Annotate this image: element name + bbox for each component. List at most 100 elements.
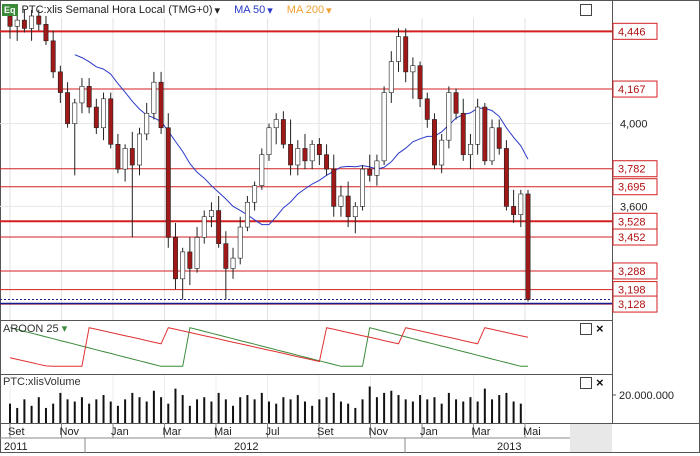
candle xyxy=(208,202,214,228)
candle-body xyxy=(525,193,531,300)
close-volume-panel-icon[interactable]: × xyxy=(596,375,604,390)
candle xyxy=(122,144,128,182)
candle-body xyxy=(266,127,272,155)
candle-body xyxy=(165,127,171,238)
candle xyxy=(338,185,344,217)
candle xyxy=(345,181,351,228)
candle-body xyxy=(388,61,394,93)
candle xyxy=(144,102,150,141)
ma200-label[interactable]: MA 200 xyxy=(286,4,325,16)
ma50-label[interactable]: MA 50 xyxy=(234,4,266,16)
candle xyxy=(331,154,337,217)
x-year-label: 2013 xyxy=(497,441,521,453)
candle-body xyxy=(50,40,56,73)
candle-body xyxy=(14,19,20,27)
candle xyxy=(86,78,92,114)
candle xyxy=(467,133,473,170)
candle-body xyxy=(345,195,351,218)
candle xyxy=(79,78,85,114)
candle-body xyxy=(424,98,430,120)
candle-body xyxy=(302,148,308,162)
chevron-down-icon[interactable]: ▾ xyxy=(267,4,273,17)
candle-body xyxy=(43,23,49,42)
candle-body xyxy=(158,81,164,129)
candle xyxy=(381,86,387,165)
candle-body xyxy=(101,98,106,129)
candle-body xyxy=(446,92,452,141)
candle xyxy=(158,71,164,134)
candle-body xyxy=(273,119,279,129)
level-label: 3,695 xyxy=(618,182,646,194)
candle xyxy=(309,140,315,170)
candle-body xyxy=(21,19,27,29)
candle xyxy=(439,133,445,174)
candle-body xyxy=(194,237,200,269)
candle xyxy=(252,181,258,211)
aroon-label-text: AROON 25 xyxy=(3,323,59,335)
candle xyxy=(496,119,502,155)
candle xyxy=(259,148,265,190)
chevron-down-icon[interactable]: ▾ xyxy=(214,4,221,17)
candle-body xyxy=(511,206,517,215)
candle-body xyxy=(496,127,502,149)
close-aroon-panel-icon[interactable]: × xyxy=(596,321,604,336)
candle xyxy=(29,9,35,41)
candle-body xyxy=(396,36,401,62)
candle-body xyxy=(144,112,150,135)
candle xyxy=(273,113,279,145)
equity-badge: Eq xyxy=(2,4,18,16)
candle-body xyxy=(403,36,409,73)
aroon-up-line xyxy=(9,327,528,367)
level-label: 3,452 xyxy=(618,232,646,244)
chevron-down-icon[interactable]: ▾ xyxy=(61,323,68,335)
candle xyxy=(115,133,121,174)
candle xyxy=(295,140,301,176)
candle-body xyxy=(439,139,445,166)
aroon-down-line xyxy=(9,327,529,367)
maximize-price-panel-button[interactable] xyxy=(580,4,592,16)
maximize-volume-panel-button[interactable] xyxy=(580,377,592,389)
candle xyxy=(424,92,430,128)
level-label: 4,446 xyxy=(618,26,646,38)
candle-body xyxy=(57,71,63,93)
candle-body xyxy=(432,119,437,166)
ma50-line xyxy=(74,54,529,226)
candle xyxy=(223,231,229,300)
candle-body xyxy=(460,112,466,155)
candle-body xyxy=(518,193,524,215)
candle xyxy=(108,92,114,149)
candle xyxy=(266,123,272,161)
level-label-box xyxy=(612,80,658,98)
candle xyxy=(65,82,71,128)
candle xyxy=(237,216,243,265)
chart-title[interactable]: PTC:xlis Semanal Hora Local (TMG+0) xyxy=(21,4,213,16)
candle xyxy=(410,57,416,99)
x-month-label: Nov xyxy=(369,426,389,438)
candle xyxy=(417,61,423,108)
candle xyxy=(36,9,42,31)
x-axis-future-area xyxy=(570,424,612,452)
candle-body xyxy=(453,92,459,114)
candle-body xyxy=(72,102,78,124)
candle-body xyxy=(223,243,229,269)
candle-body xyxy=(467,144,473,155)
candle-body xyxy=(216,210,222,244)
level-label: 3,528 xyxy=(618,216,646,228)
level-label: 4,167 xyxy=(618,84,646,96)
candle-body xyxy=(208,210,214,218)
candle xyxy=(367,154,373,182)
level-label-box xyxy=(612,228,658,246)
candle xyxy=(518,189,524,228)
candle xyxy=(216,196,222,248)
candle-body xyxy=(331,168,337,207)
candle-body xyxy=(503,148,509,207)
chevron-down-icon[interactable]: ▾ xyxy=(326,4,332,17)
maximize-aroon-panel-button[interactable] xyxy=(580,323,592,335)
candle-body xyxy=(381,92,387,162)
candle-body xyxy=(295,148,301,166)
candle xyxy=(460,98,466,161)
candle-body xyxy=(151,81,157,114)
level-label-box xyxy=(612,160,658,178)
candle xyxy=(187,237,193,286)
